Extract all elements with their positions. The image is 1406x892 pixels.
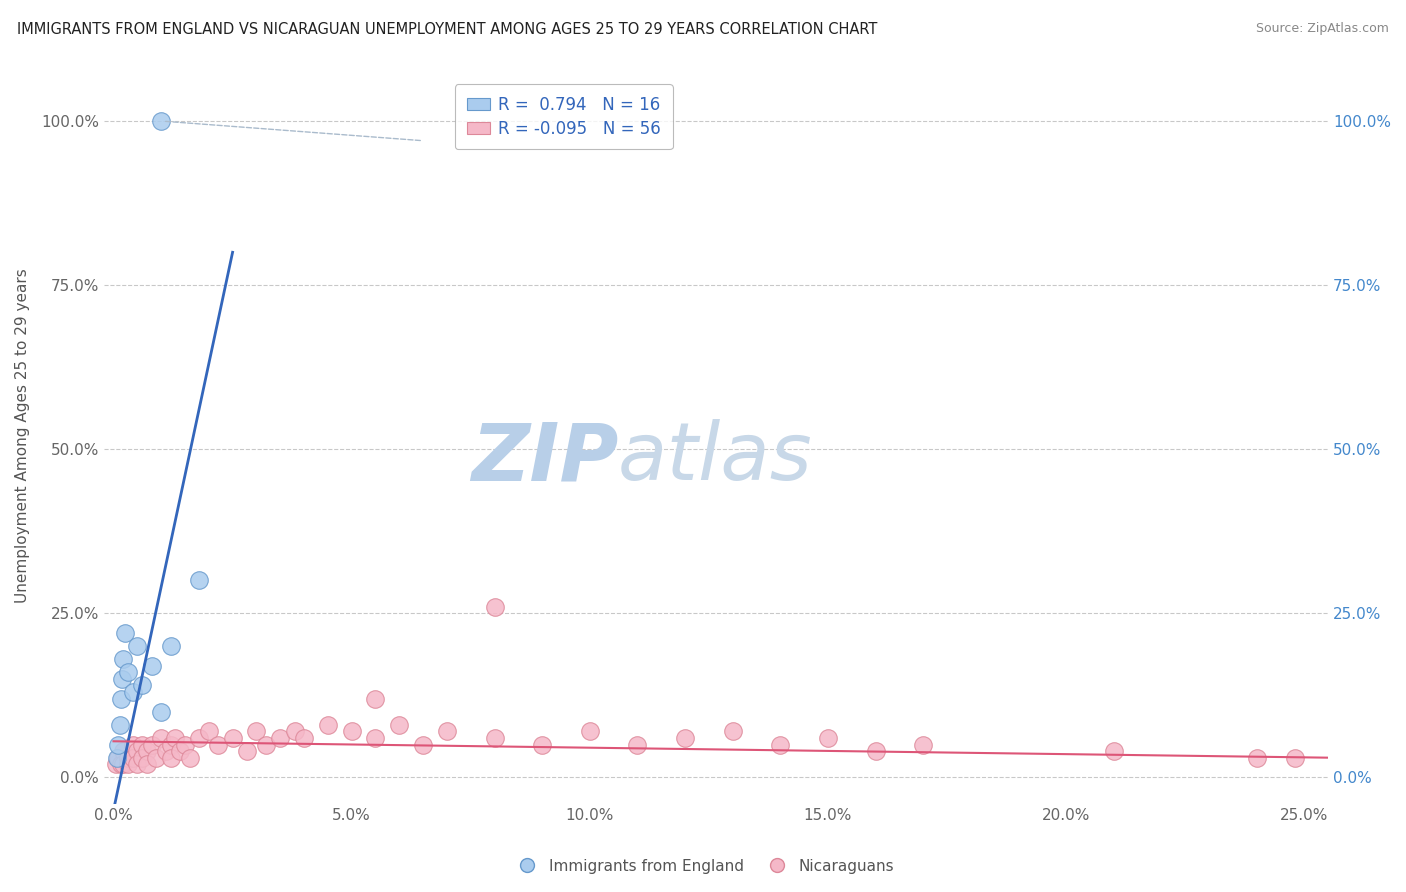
Point bbox=[150, 705, 173, 719]
Point bbox=[283, 724, 305, 739]
Point bbox=[117, 665, 139, 680]
Point bbox=[579, 724, 602, 739]
Point bbox=[269, 731, 291, 745]
Legend: R =  0.794   N = 16, R = -0.095   N = 56: R = 0.794 N = 16, R = -0.095 N = 56 bbox=[456, 84, 673, 149]
Point bbox=[112, 652, 135, 666]
Point bbox=[155, 744, 177, 758]
Text: Source: ZipAtlas.com: Source: ZipAtlas.com bbox=[1256, 22, 1389, 36]
Point bbox=[531, 738, 554, 752]
Text: IMMIGRANTS FROM ENGLAND VS NICARAGUAN UNEMPLOYMENT AMONG AGES 25 TO 29 YEARS COR: IMMIGRANTS FROM ENGLAND VS NICARAGUAN UN… bbox=[17, 22, 877, 37]
Point bbox=[131, 738, 153, 752]
Point bbox=[197, 724, 219, 739]
Point bbox=[912, 738, 935, 752]
Point bbox=[245, 724, 267, 739]
Point bbox=[121, 738, 143, 752]
Point bbox=[114, 626, 136, 640]
Point bbox=[254, 738, 277, 752]
Point bbox=[111, 672, 134, 686]
Point bbox=[769, 738, 792, 752]
Point bbox=[174, 738, 197, 752]
Point bbox=[159, 738, 181, 752]
Point bbox=[484, 599, 506, 614]
Text: atlas: atlas bbox=[619, 419, 813, 497]
Point bbox=[150, 731, 173, 745]
Point bbox=[127, 744, 149, 758]
Point bbox=[110, 691, 132, 706]
Point bbox=[1284, 750, 1306, 764]
Legend: Immigrants from England, Nicaraguans: Immigrants from England, Nicaraguans bbox=[506, 853, 900, 880]
Point bbox=[316, 718, 339, 732]
Y-axis label: Unemployment Among Ages 25 to 29 years: Unemployment Among Ages 25 to 29 years bbox=[15, 268, 30, 604]
Point bbox=[141, 738, 163, 752]
Text: ZIP: ZIP bbox=[471, 419, 619, 497]
Point bbox=[131, 750, 153, 764]
Point bbox=[236, 744, 259, 758]
Point bbox=[131, 678, 153, 692]
Point bbox=[121, 750, 143, 764]
Point bbox=[817, 731, 839, 745]
Point bbox=[105, 750, 128, 764]
Point bbox=[340, 724, 363, 739]
Point bbox=[436, 724, 458, 739]
Point bbox=[141, 658, 163, 673]
Point bbox=[165, 731, 187, 745]
Point bbox=[104, 757, 127, 772]
Point bbox=[673, 731, 696, 745]
Point bbox=[207, 738, 229, 752]
Point bbox=[292, 731, 315, 745]
Point bbox=[117, 750, 139, 764]
Point bbox=[865, 744, 887, 758]
Point bbox=[179, 750, 201, 764]
Point bbox=[127, 757, 149, 772]
Point bbox=[188, 731, 211, 745]
Point bbox=[221, 731, 243, 745]
Point bbox=[721, 724, 744, 739]
Point bbox=[145, 750, 167, 764]
Point bbox=[188, 574, 211, 588]
Point bbox=[626, 738, 648, 752]
Point bbox=[1246, 750, 1268, 764]
Point bbox=[388, 718, 411, 732]
Point bbox=[117, 757, 139, 772]
Point bbox=[110, 757, 132, 772]
Point bbox=[112, 744, 135, 758]
Point bbox=[484, 731, 506, 745]
Point bbox=[1102, 744, 1125, 758]
Point bbox=[112, 757, 135, 772]
Point bbox=[127, 639, 149, 653]
Point bbox=[364, 731, 387, 745]
Point bbox=[107, 750, 129, 764]
Point bbox=[121, 685, 143, 699]
Point bbox=[412, 738, 434, 752]
Point bbox=[159, 750, 181, 764]
Point bbox=[169, 744, 191, 758]
Point bbox=[108, 718, 131, 732]
Point bbox=[135, 757, 157, 772]
Point bbox=[150, 114, 173, 128]
Point bbox=[107, 738, 129, 752]
Point bbox=[135, 744, 157, 758]
Point bbox=[364, 691, 387, 706]
Point bbox=[159, 639, 181, 653]
